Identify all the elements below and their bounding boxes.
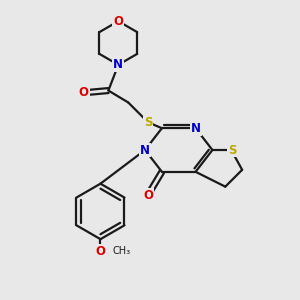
Text: S: S xyxy=(144,116,152,129)
Text: N: N xyxy=(140,143,150,157)
Text: O: O xyxy=(143,189,153,202)
Text: O: O xyxy=(95,244,106,258)
Text: N: N xyxy=(190,122,201,135)
Text: S: S xyxy=(228,143,236,157)
Text: O: O xyxy=(113,15,123,28)
Text: O: O xyxy=(79,86,88,99)
Text: CH₃: CH₃ xyxy=(112,246,130,256)
Text: N: N xyxy=(113,58,123,71)
